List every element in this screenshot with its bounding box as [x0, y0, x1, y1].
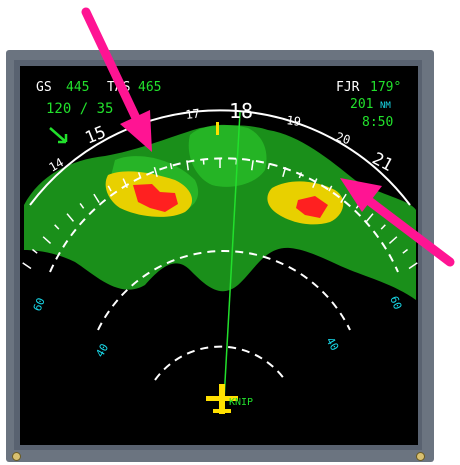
- heading-label-21: 21: [369, 149, 396, 176]
- compass-ticks: [22, 158, 418, 270]
- range-ring-inner: [154, 345, 286, 381]
- screw-icon: [12, 452, 21, 461]
- aircraft-symbol-icon: [206, 384, 238, 414]
- compass-tick: [250, 160, 254, 171]
- wind-readout: 120 / 35: [46, 101, 113, 117]
- track-line: [223, 111, 241, 401]
- groundspeed-value: 445: [66, 80, 89, 95]
- heading-label-18: 18: [229, 99, 253, 123]
- weather-green-area: [188, 124, 267, 187]
- compass-tick: [79, 203, 85, 209]
- range-label-right-outer: 60: [387, 294, 404, 311]
- range-label-right-inner: 40: [323, 335, 341, 353]
- groundspeed-label: GS: [36, 80, 52, 95]
- waypoint-distance: 201: [350, 97, 373, 112]
- heading-label-20: 20: [334, 130, 352, 148]
- lubber-line: [216, 122, 219, 135]
- annotation-arrow-icon: [81, 7, 152, 152]
- annotation-arrow-icon: [340, 178, 455, 267]
- compass-tick: [402, 248, 409, 254]
- compass-tick: [388, 236, 398, 244]
- compass-tick: [328, 185, 333, 192]
- compass-tick: [365, 213, 374, 222]
- compass-tick: [31, 248, 38, 254]
- compass-tick: [312, 178, 318, 189]
- waypoint-bearing: 179°: [370, 80, 401, 95]
- compass-tick: [408, 262, 418, 270]
- heading-label-15: 15: [82, 122, 108, 148]
- range-label-left-outer: 60: [31, 296, 48, 313]
- compass-tick: [380, 224, 386, 230]
- aircraft-label: KNIP: [229, 397, 253, 408]
- waypoint-name: FJR: [336, 80, 360, 95]
- estimated-arrival-time: 8:50: [362, 115, 393, 130]
- compass-tick: [153, 167, 158, 178]
- compass-tick: [340, 193, 347, 204]
- compass-tick: [93, 193, 100, 204]
- compass-tick: [54, 224, 60, 230]
- range-label-left-inner: 40: [93, 342, 111, 360]
- range-ring-mid: [97, 250, 351, 331]
- true-airspeed-value: 465: [138, 80, 161, 95]
- distance-unit: NM: [380, 101, 391, 111]
- compass-arc: [29, 109, 411, 206]
- compass-tick: [267, 163, 271, 170]
- compass-tick: [66, 213, 75, 222]
- heading-label-19: 19: [286, 113, 302, 129]
- wind-direction-arrow-icon: [49, 127, 68, 144]
- compass-tick: [169, 163, 173, 170]
- screw-icon: [416, 452, 425, 461]
- weather-returns: [24, 124, 416, 300]
- weather-red-cell: [296, 196, 328, 218]
- heading-label-14: 14: [47, 155, 67, 174]
- heading-label-17: 17: [185, 106, 201, 122]
- compass-tick: [107, 185, 112, 192]
- weather-red-cell: [133, 184, 178, 212]
- compass-tick: [42, 236, 52, 244]
- compass-tick: [22, 262, 32, 270]
